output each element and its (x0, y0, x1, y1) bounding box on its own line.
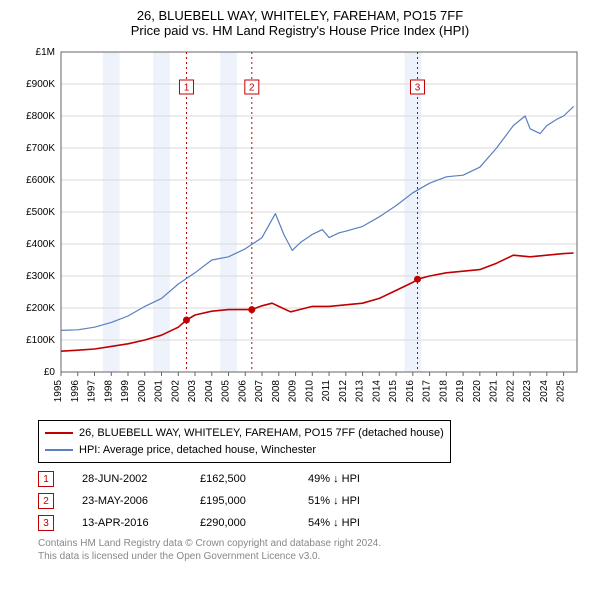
x-tick-label: 2015 (388, 380, 399, 403)
y-tick-label: £300K (26, 271, 55, 282)
x-tick-label: 2006 (237, 380, 248, 403)
x-tick-label: 2004 (204, 380, 215, 403)
sale-marker (183, 317, 190, 324)
x-tick-label: 2017 (422, 380, 433, 403)
event-marker-label: 2 (249, 83, 255, 94)
legend-label: 26, BLUEBELL WAY, WHITELEY, FAREHAM, PO1… (79, 425, 444, 442)
transaction-date: 23-MAY-2006 (82, 495, 172, 507)
x-tick-label: 2016 (405, 380, 416, 403)
chart-title: 26, BLUEBELL WAY, WHITELEY, FAREHAM, PO1… (8, 8, 592, 38)
x-tick-label: 2008 (271, 380, 282, 403)
transaction-row: 2 23-MAY-2006 £195,000 51% ↓ HPI (38, 493, 592, 509)
y-tick-label: £400K (26, 239, 55, 250)
transaction-marker: 1 (38, 471, 54, 487)
sale-marker (248, 306, 255, 313)
transaction-date: 28-JUN-2002 (82, 473, 172, 485)
y-tick-label: £700K (26, 143, 55, 154)
x-tick-label: 2001 (154, 380, 165, 403)
transaction-date: 13-APR-2016 (82, 517, 172, 529)
x-tick-label: 2022 (505, 380, 516, 403)
transaction-price: £195,000 (200, 495, 280, 507)
x-tick-label: 1995 (53, 380, 64, 403)
sale-marker (414, 276, 421, 283)
legend-swatch (45, 432, 73, 434)
y-tick-label: £800K (26, 111, 55, 122)
x-tick-label: 2010 (304, 380, 315, 403)
x-tick-label: 2000 (137, 380, 148, 403)
y-tick-label: £900K (26, 79, 55, 90)
legend-swatch (45, 449, 73, 451)
x-tick-label: 2013 (355, 380, 366, 403)
transaction-price: £290,000 (200, 517, 280, 529)
x-tick-label: 2019 (455, 380, 466, 403)
transactions-table: 1 28-JUN-2002 £162,500 49% ↓ HPI 2 23-MAY-200… (38, 471, 592, 531)
x-tick-label: 2025 (556, 380, 567, 403)
event-marker-label: 3 (415, 83, 421, 94)
price-chart: £0 £100K £200K £300K £400K £500K £600K £700K £80… (15, 44, 585, 414)
legend-label: HPI: Average price, detached house, Winc… (79, 442, 316, 459)
y-tick-label: £100K (26, 335, 55, 346)
transaction-price: £162,500 (200, 473, 280, 485)
x-tick-label: 1996 (70, 380, 81, 403)
transaction-marker: 3 (38, 515, 54, 531)
transaction-row: 3 13-APR-2016 £290,000 54% ↓ HPI (38, 515, 592, 531)
x-tick-label: 2007 (254, 380, 265, 403)
transaction-delta: 49% ↓ HPI (308, 473, 398, 485)
attribution-line2: This data is licensed under the Open Gov… (38, 550, 592, 563)
y-tick-label: £200K (26, 303, 55, 314)
title-line2: Price paid vs. HM Land Registry's House … (8, 23, 592, 38)
attribution: Contains HM Land Registry data © Crown c… (38, 537, 592, 563)
x-tick-label: 2012 (338, 380, 349, 403)
transaction-row: 1 28-JUN-2002 £162,500 49% ↓ HPI (38, 471, 592, 487)
transaction-marker: 2 (38, 493, 54, 509)
y-tick-label: £500K (26, 207, 55, 218)
x-tick-label: 2011 (321, 380, 332, 402)
x-tick-label: 2024 (539, 380, 550, 403)
x-tick-label: 2020 (472, 380, 483, 403)
x-tick-label: 2018 (438, 380, 449, 403)
x-tick-label: 2014 (371, 380, 382, 403)
title-line1: 26, BLUEBELL WAY, WHITELEY, FAREHAM, PO1… (8, 8, 592, 23)
x-tick-label: 2005 (221, 380, 232, 403)
transaction-delta: 54% ↓ HPI (308, 517, 398, 529)
legend-item: 26, BLUEBELL WAY, WHITELEY, FAREHAM, PO1… (45, 425, 444, 442)
x-tick-label: 2009 (288, 380, 299, 403)
x-tick-label: 2023 (522, 380, 533, 403)
event-marker-label: 1 (184, 83, 190, 94)
legend: 26, BLUEBELL WAY, WHITELEY, FAREHAM, PO1… (38, 420, 451, 463)
x-tick-label: 1998 (103, 380, 114, 403)
y-tick-label: £600K (26, 175, 55, 186)
x-tick-label: 1999 (120, 380, 131, 403)
x-tick-label: 1997 (87, 380, 98, 403)
attribution-line1: Contains HM Land Registry data © Crown c… (38, 537, 592, 550)
x-tick-label: 2002 (170, 380, 181, 403)
y-tick-label: £0 (44, 367, 56, 378)
x-tick-label: 2021 (489, 380, 500, 403)
y-tick-label: £1M (36, 47, 55, 58)
legend-item: HPI: Average price, detached house, Winc… (45, 442, 444, 459)
x-tick-label: 2003 (187, 380, 198, 403)
transaction-delta: 51% ↓ HPI (308, 495, 398, 507)
chart-svg: £0 £100K £200K £300K £400K £500K £600K £700K £80… (15, 44, 585, 414)
